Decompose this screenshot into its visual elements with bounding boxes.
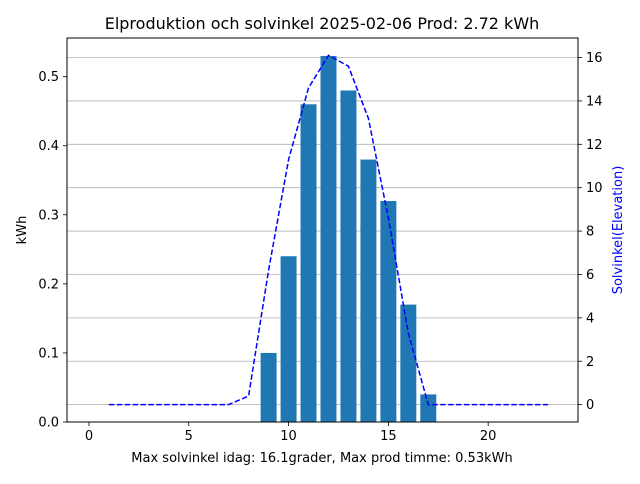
- y-right-tick-label: 14: [586, 94, 603, 109]
- y-left-tick-label: 0.5: [38, 70, 59, 85]
- y-axis-left-ticks: 0.0 0.1 0.2 0.3 0.4 0.5: [38, 70, 67, 431]
- y-right-tick-label: 4: [586, 311, 594, 326]
- y-right-tick-label: 2: [586, 355, 594, 370]
- bar-series: [260, 55, 437, 423]
- y-right-tick-label: 16: [586, 51, 603, 66]
- y-right-tick-label: 0: [586, 398, 594, 413]
- x-axis-label: Max solvinkel idag: 16.1grader, Max prod…: [131, 451, 512, 466]
- y-left-tick-label: 0.4: [38, 139, 59, 154]
- x-tick-label: 5: [185, 429, 193, 444]
- bar: [280, 256, 297, 422]
- y-left-tick-label: 0.1: [38, 346, 59, 361]
- chart-title: Elproduktion och solvinkel 2025-02-06 Pr…: [105, 14, 540, 33]
- y-right-tick-label: 6: [586, 268, 594, 283]
- bar: [360, 159, 377, 422]
- bar: [380, 200, 397, 422]
- y-left-tick-label: 0.2: [38, 277, 59, 292]
- elevation-line: [108, 54, 549, 406]
- y-left-tick-label: 0.3: [38, 208, 59, 223]
- x-tick-label: 10: [280, 429, 297, 444]
- bar: [260, 352, 277, 422]
- bar: [400, 304, 417, 422]
- y-axis-left-label: kWh: [15, 216, 30, 245]
- y-right-tick-label: 12: [586, 138, 603, 153]
- y-axis-right-ticks: 0 2 4 6 8 10 12 14 16: [578, 51, 603, 413]
- x-axis-ticks: 0 5 10 15 20: [85, 422, 497, 444]
- y-right-tick-label: 10: [586, 181, 603, 196]
- bar: [300, 104, 317, 422]
- y-axis-right-label: Solvinkel(Elevation): [611, 166, 626, 295]
- x-tick-label: 20: [480, 429, 497, 444]
- bar: [420, 394, 437, 422]
- y-right-tick-label: 8: [586, 225, 594, 240]
- plot-frame: [66, 37, 579, 423]
- x-tick-label: 15: [380, 429, 397, 444]
- elevation-line-series: [108, 54, 549, 406]
- bar: [320, 55, 337, 422]
- bar: [340, 90, 357, 423]
- y-left-tick-label: 0.0: [38, 416, 59, 431]
- x-tick-label: 0: [85, 429, 93, 444]
